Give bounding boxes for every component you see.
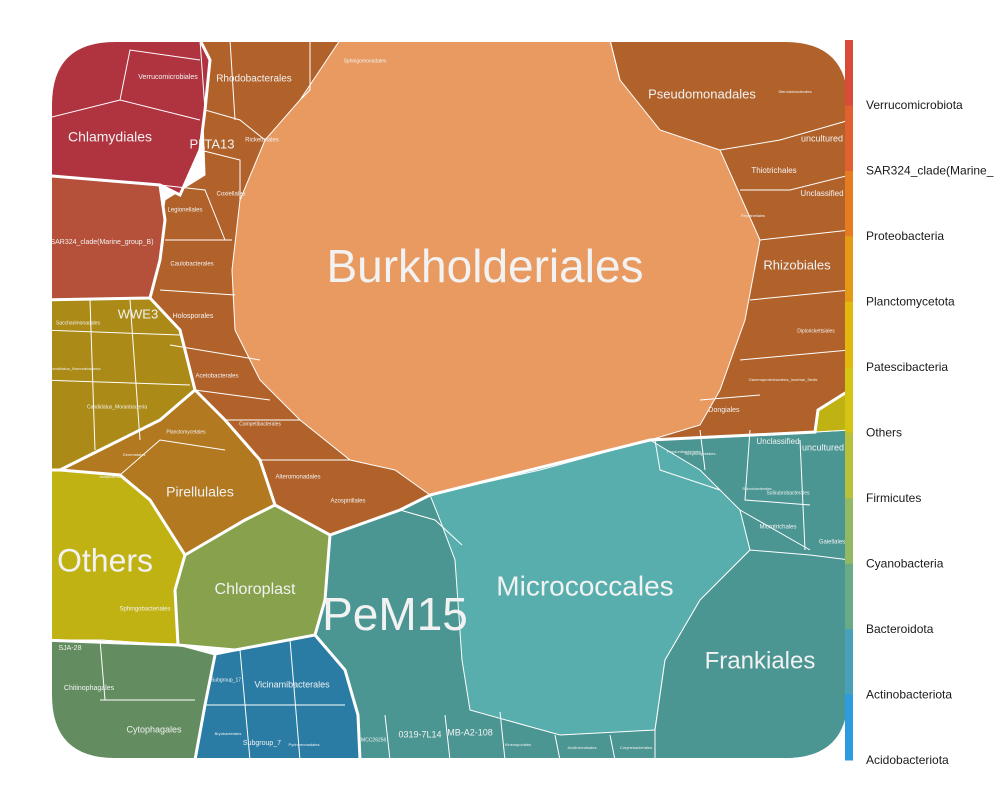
- cell-label: Others: [57, 542, 153, 578]
- legend-label: Bacteroidota: [866, 622, 934, 636]
- cell-label: Sphingomonadales: [344, 58, 387, 64]
- legend-color-swatch: [845, 694, 853, 761]
- cell-label: Saccharimonadales: [56, 320, 100, 326]
- cell-label: Propionibacteriales: [667, 449, 701, 454]
- cell-label: Pseudomonadales: [648, 86, 756, 101]
- cell-label: Frankiales: [705, 647, 816, 674]
- cell-label: Coxiellales: [216, 192, 245, 198]
- legend-color-swatch: [845, 629, 853, 696]
- cell-label: Unclassified: [800, 189, 843, 198]
- cell-label: Candidatus_Nomurabacteria: [50, 366, 102, 371]
- cell-label: Pyrinomonadales: [289, 742, 320, 747]
- cell-label: Burkholderiales: [326, 240, 643, 292]
- cell-labels: Burkholderiales PeM15 Micrococcales Frankia…: [50, 58, 845, 750]
- phylum-boundaries: [52, 42, 848, 758]
- cell-label: Chlamydiales: [68, 129, 152, 145]
- cell-label: Unclassified: [756, 437, 799, 446]
- legend: Verrucomicrobiota SAR324_clade(Marine_ Pro…: [845, 40, 994, 767]
- cell-label: WWE3: [118, 306, 158, 321]
- cell-label: MB-A2-108: [447, 727, 493, 737]
- cell-label: Kineosporiales: [505, 742, 531, 747]
- legend-color-swatch: [845, 40, 853, 106]
- cell-label: Cytophagales: [126, 724, 182, 734]
- cell-label: 0319-7L14: [398, 729, 441, 739]
- cell-label: Diplorickettsiales: [797, 328, 835, 334]
- legend-label: Patescibacteria: [866, 360, 948, 374]
- cell-label: Chitinophagales: [64, 685, 115, 692]
- cell-label: Acidimicrobiales: [568, 745, 597, 750]
- legend-label: Cyanobacteria: [866, 557, 944, 571]
- cell-label: Rubrobacterales: [742, 486, 771, 491]
- cell-label: Solirubrobacterales: [766, 490, 810, 496]
- cell-label: Steroidobacterales: [778, 89, 811, 94]
- cell-label: Planctomycetales: [166, 429, 206, 435]
- cell-label: Micrococcales: [496, 570, 673, 601]
- legend-label: Others: [866, 426, 902, 440]
- cell-label: Pirellulales: [166, 484, 234, 500]
- cell-label: Rickettsiales: [245, 138, 279, 144]
- legend-color-swatch: [845, 170, 853, 237]
- cell-label: Azospirillales: [330, 499, 365, 505]
- legend-color-swatch: [845, 367, 853, 434]
- legend-color-swatch: [845, 301, 853, 368]
- legend-label: SAR324_clade(Marine_: [866, 164, 994, 178]
- cell-label: Subgroup_7: [243, 740, 281, 747]
- region-verrucomicrobiota: [52, 42, 211, 196]
- cell-label: Dongiales: [708, 407, 740, 414]
- cell-label: Caulobacterales: [170, 262, 213, 268]
- legend-color-swatch: [845, 563, 853, 630]
- legend-label: Planctomycetota: [866, 295, 955, 309]
- cell-label: Subgroup_17: [211, 677, 241, 683]
- cell-label: IMCC26256: [360, 737, 387, 743]
- cell-label: Rhodobacterales: [216, 74, 292, 85]
- cell-label: uncultured: [801, 133, 843, 143]
- cell-label: Bryobacterales: [215, 731, 242, 736]
- legend-color-swatch: [845, 432, 853, 499]
- cell-label: Verrucomicrobiales: [138, 74, 198, 81]
- cell-label: uncultured: [802, 442, 844, 452]
- treemap-area: Burkholderiales PeM15 Micrococcales Frankia…: [50, 42, 848, 758]
- legend-color-swatch: [845, 498, 853, 565]
- cell-label: Competibacterales: [239, 421, 281, 427]
- legend-label: Proteobacteria: [866, 229, 944, 243]
- legend-color-swatch: [845, 236, 853, 303]
- cell-label: Isosphaerales: [100, 474, 125, 479]
- cell-label: Reyranellales: [741, 213, 765, 218]
- cell-label: Thiotrichales: [751, 166, 796, 175]
- cell-label: PLTA13: [189, 136, 234, 151]
- cell-label: Alteromonadales: [275, 475, 320, 481]
- legend-label: Verrucomicrobiota: [866, 98, 963, 112]
- cell-label: SJA-28: [59, 645, 82, 652]
- cell-label: Microtrichales: [759, 525, 796, 531]
- cell-label: Holosporales: [173, 313, 214, 320]
- region-sar324: [52, 174, 166, 301]
- cell-label: Rhizobiales: [763, 257, 831, 272]
- cell-label: Vicinamibacterales: [254, 679, 330, 689]
- cell-label: Streptomycetales: [685, 451, 716, 456]
- cell-label: Corynebacteriales: [620, 745, 652, 750]
- cell-frankiales: [654, 549, 848, 758]
- cell-label: Candidatus_Moranbacteria: [87, 404, 147, 410]
- cell-label: Sphingobacteriales: [119, 607, 170, 613]
- cell-label: Gaiellales: [819, 540, 845, 546]
- cell-label: PeM15: [322, 588, 468, 640]
- cell-label: Gammaproteobacteria_Incertae_Sedis: [749, 377, 818, 382]
- cell-label: Gemmatales: [123, 452, 146, 457]
- cell-label: Legionellales: [167, 208, 202, 214]
- sub-cell-borders: [52, 42, 848, 758]
- legend-label: Firmicutes: [866, 491, 921, 505]
- cell-label: Chloroplast: [215, 581, 296, 598]
- legend-color-swatch: [845, 105, 853, 172]
- cell-label: Acetobacterales: [195, 374, 238, 380]
- legend-label: Actinobacteriota: [866, 688, 952, 702]
- legend-label: Acidobacteriota: [866, 753, 949, 767]
- cell-label: SAR324_clade(Marine_group_B): [50, 239, 153, 246]
